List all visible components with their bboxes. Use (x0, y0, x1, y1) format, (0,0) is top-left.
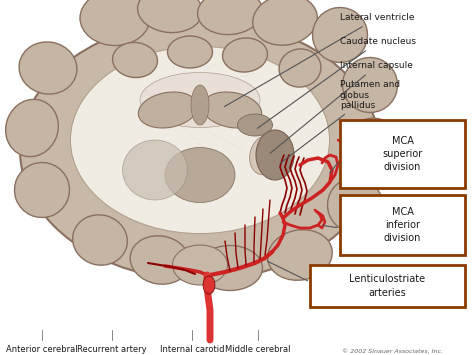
Text: Recurrent artery
of Heubner: Recurrent artery of Heubner (77, 345, 147, 355)
Ellipse shape (253, 0, 317, 45)
Text: Lenticulostriate
arteries: Lenticulostriate arteries (349, 274, 426, 297)
Ellipse shape (19, 42, 77, 94)
Ellipse shape (138, 92, 198, 128)
Ellipse shape (349, 118, 401, 172)
Ellipse shape (203, 276, 215, 294)
Text: Putamen and
globus
pallidus: Putamen and globus pallidus (280, 80, 400, 163)
FancyBboxPatch shape (340, 120, 465, 188)
Ellipse shape (15, 163, 70, 218)
Ellipse shape (328, 178, 383, 233)
Ellipse shape (167, 36, 212, 68)
Ellipse shape (20, 20, 380, 280)
Ellipse shape (173, 245, 228, 285)
Ellipse shape (130, 236, 190, 284)
Ellipse shape (71, 47, 329, 234)
Text: Lateral ventricle: Lateral ventricle (224, 13, 414, 106)
Ellipse shape (312, 7, 367, 62)
Ellipse shape (198, 0, 263, 34)
Ellipse shape (256, 130, 294, 180)
Ellipse shape (198, 246, 263, 290)
Ellipse shape (343, 58, 398, 113)
Ellipse shape (268, 230, 332, 280)
Text: Internal carotid
artery: Internal carotid artery (160, 345, 224, 355)
Ellipse shape (122, 140, 188, 200)
Ellipse shape (279, 49, 321, 87)
Ellipse shape (80, 0, 150, 45)
Text: Internal capsule: Internal capsule (270, 61, 413, 153)
Ellipse shape (165, 147, 235, 202)
Ellipse shape (6, 99, 58, 157)
Ellipse shape (202, 92, 262, 128)
Ellipse shape (73, 215, 128, 265)
Text: © 2002 Sinauer Associates, Inc.: © 2002 Sinauer Associates, Inc. (342, 348, 443, 354)
FancyBboxPatch shape (310, 265, 465, 307)
Text: Anterior cerebral
artery (ACA): Anterior cerebral artery (ACA) (6, 345, 78, 355)
Ellipse shape (191, 85, 209, 125)
Ellipse shape (112, 43, 157, 77)
Ellipse shape (137, 0, 202, 33)
Ellipse shape (222, 38, 267, 72)
Text: MCA
inferior
division: MCA inferior division (384, 207, 421, 243)
Ellipse shape (250, 135, 281, 175)
FancyBboxPatch shape (340, 195, 465, 255)
Text: Caudate nucleus: Caudate nucleus (257, 38, 416, 129)
Ellipse shape (237, 114, 273, 136)
Text: MCA
superior
division: MCA superior division (383, 136, 423, 172)
Text: Middle cerebral
artery Stem (M1): Middle cerebral artery Stem (M1) (222, 345, 294, 355)
Ellipse shape (140, 72, 260, 127)
